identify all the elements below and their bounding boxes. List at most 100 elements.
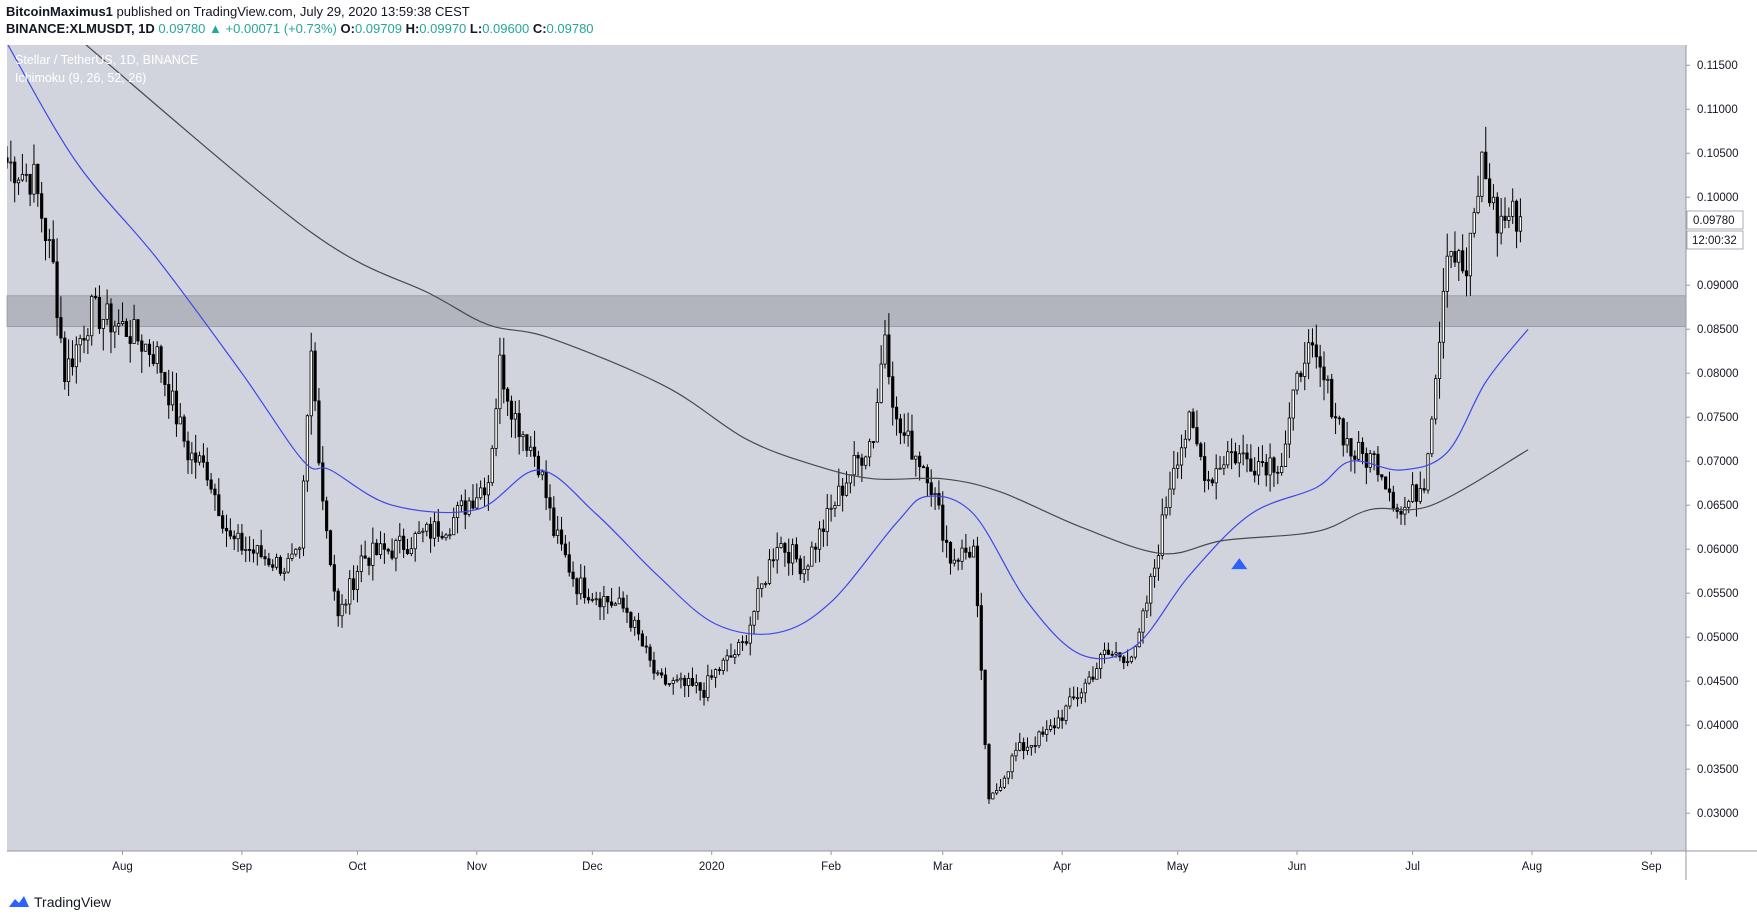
candle-body-up (79, 338, 81, 344)
candle (306, 414, 308, 492)
candle-body-up (1046, 729, 1048, 734)
candle-body-down (221, 516, 223, 529)
price-tick-label: 0.03000 (1697, 808, 1739, 820)
candle-body-down (1461, 251, 1463, 271)
candle-body-down (206, 462, 208, 480)
candle-body-up (1099, 655, 1101, 669)
candle-body-down (772, 560, 774, 561)
candle-body-down (329, 531, 331, 565)
candle-body-up (1019, 743, 1021, 751)
candle-body-down (1107, 650, 1109, 654)
candle-body-down (272, 565, 274, 568)
time-axis[interactable]: Aug Sep Oct Nov Dec 2020 Feb Mar Apr May Jun Jul Aug… (112, 851, 1661, 873)
candle-body-down (718, 670, 720, 671)
candle-body-up (360, 556, 362, 571)
candle-body-up (245, 549, 247, 550)
candle-body-down (626, 608, 628, 612)
price-axis[interactable]: 0.11500 0.11000 0.10500 0.10000 0.09000 0.085… (1686, 60, 1739, 820)
candle-body-down (607, 596, 609, 601)
candle-body-down (60, 318, 62, 338)
candle-body-down (930, 483, 932, 495)
candle-body-down (510, 401, 512, 419)
candle-body-up (410, 549, 412, 554)
candle-body-up (1404, 507, 1406, 514)
candle-body-down (29, 174, 31, 194)
candle-body-down (64, 338, 66, 382)
candle-body-up (491, 448, 493, 482)
candle-body-down (841, 486, 843, 495)
candle-body-up (1307, 343, 1309, 363)
candle-body-down (1300, 373, 1302, 376)
candle-body-up (275, 557, 277, 567)
candle-body-up (845, 483, 847, 495)
candle-body-down (1354, 456, 1356, 459)
candle (125, 318, 127, 336)
candle-body-up (295, 549, 297, 554)
candle-body-down (229, 531, 231, 536)
candle-body-down (1350, 439, 1352, 456)
time-tick-label: Nov (467, 861, 488, 873)
candle (1434, 375, 1436, 425)
candle-body-up (907, 431, 909, 435)
candle-body-down (164, 372, 166, 384)
candle-body-down (537, 456, 539, 475)
candle-body-up (1296, 373, 1298, 390)
candle-body-up (1223, 465, 1225, 468)
candle-body-up (1157, 556, 1159, 569)
candle-body-down (110, 304, 112, 332)
candle (988, 743, 990, 804)
candle-body-down (98, 297, 100, 328)
candle (1431, 416, 1433, 457)
tradingview-watermark[interactable]: TradingView (8, 894, 111, 910)
candle-body-up (1065, 706, 1067, 720)
countdown-label: 12:00:32 (1692, 235, 1737, 247)
candle-body-up (757, 588, 759, 611)
candle-body-up (1442, 291, 1444, 342)
candle-body-down (788, 552, 790, 563)
candle (1473, 208, 1475, 238)
candle-body-down (1261, 462, 1263, 463)
candle-body-down (1123, 657, 1125, 663)
candle-body-up (818, 529, 820, 549)
candle-body-up (75, 345, 77, 367)
candle-body-up (1292, 390, 1294, 418)
price-tick-label: 0.07500 (1697, 412, 1739, 424)
candle-body-down (576, 579, 578, 594)
time-tick-label: Dec (582, 861, 603, 873)
candle-body-up (379, 544, 381, 555)
candle-body-up (1049, 726, 1051, 730)
candle (992, 792, 994, 799)
candle-body-up (1230, 452, 1232, 453)
candle-body-up (445, 535, 447, 538)
candle-body-up (634, 620, 636, 627)
candle-body-down (942, 505, 944, 540)
candle-body-down (241, 533, 243, 550)
candle-body-up (1069, 697, 1071, 706)
time-tick-label: Oct (348, 861, 367, 873)
candle-body-down (1377, 454, 1379, 474)
candle-body-down (745, 642, 747, 644)
candle-body-down (814, 547, 816, 549)
candle-body-down (587, 598, 589, 600)
candle-body-up (479, 488, 481, 498)
candle-body-up (961, 548, 963, 561)
price-tick-label: 0.07000 (1697, 456, 1739, 468)
candle-body-up (687, 678, 689, 685)
candle-body-up (734, 655, 736, 658)
candle-body-down (691, 678, 693, 685)
candle-body-up (121, 321, 123, 323)
candle-body-down (1042, 732, 1044, 734)
candle-body-up (102, 319, 104, 328)
candle-body-up (460, 501, 462, 506)
candle-body-up (876, 403, 878, 442)
candle-body-down (784, 543, 786, 552)
candle-body-down (795, 545, 797, 559)
candle-body-down (40, 194, 42, 219)
indicator-legend[interactable]: Ichimoku (9, 26, 52, 26) (15, 71, 146, 85)
plot-area[interactable] (7, 45, 1686, 851)
candle-body-up (603, 596, 605, 606)
candle (1384, 476, 1386, 489)
candle-body-up (761, 584, 763, 589)
candle-body-down (653, 660, 655, 673)
